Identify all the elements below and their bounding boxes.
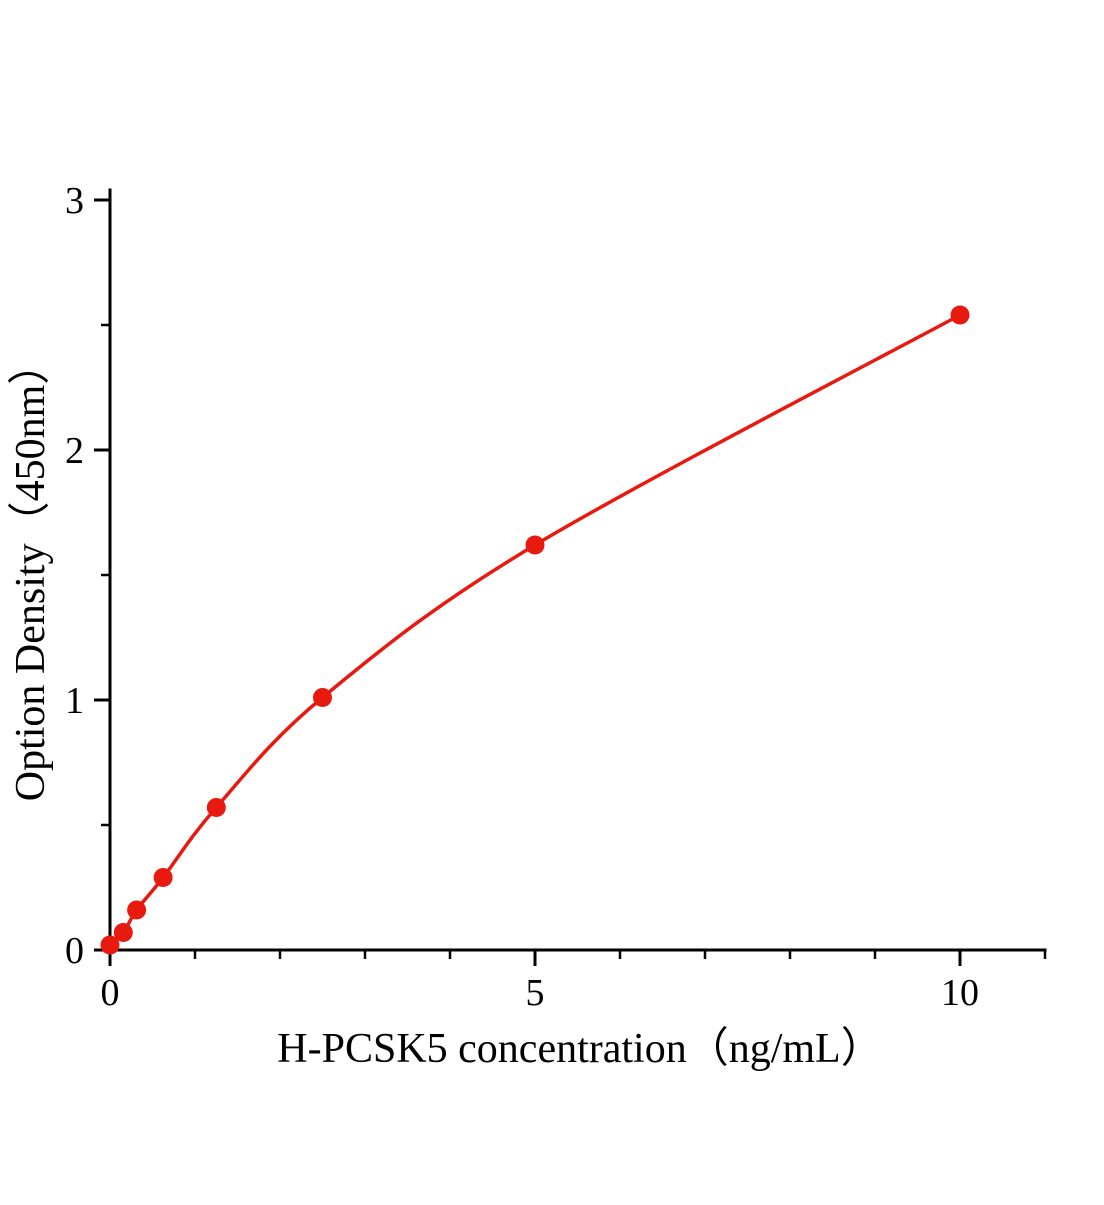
data-point-marker — [206, 798, 226, 817]
y-axis-label: Option Density（450nm） — [8, 343, 54, 802]
data-point-marker — [153, 868, 173, 887]
data-point-marker — [313, 688, 332, 707]
y-tick-label: 1 — [65, 680, 84, 722]
y-tick-label: 0 — [65, 930, 84, 972]
data-point-marker — [127, 900, 147, 920]
x-tick-label: 0 — [101, 972, 120, 1014]
axis-spines — [108, 188, 1047, 952]
plot-area: 0 5 10 0 1 2 3 — [65, 180, 1047, 1014]
data-point-marker — [525, 535, 545, 555]
y-tick-label: 2 — [65, 430, 84, 472]
x-tick-label: 5 — [526, 972, 545, 1014]
x-axis-label: H-PCSK5 concentration（ng/mL） — [277, 1026, 882, 1072]
data-point-marker — [950, 305, 970, 325]
data-point-marker — [100, 935, 120, 955]
data-point-marker — [113, 923, 133, 942]
standard-curve-line — [108, 313, 962, 947]
y-tick-label: 3 — [65, 180, 84, 222]
x-tick-label: 10 — [941, 972, 979, 1014]
